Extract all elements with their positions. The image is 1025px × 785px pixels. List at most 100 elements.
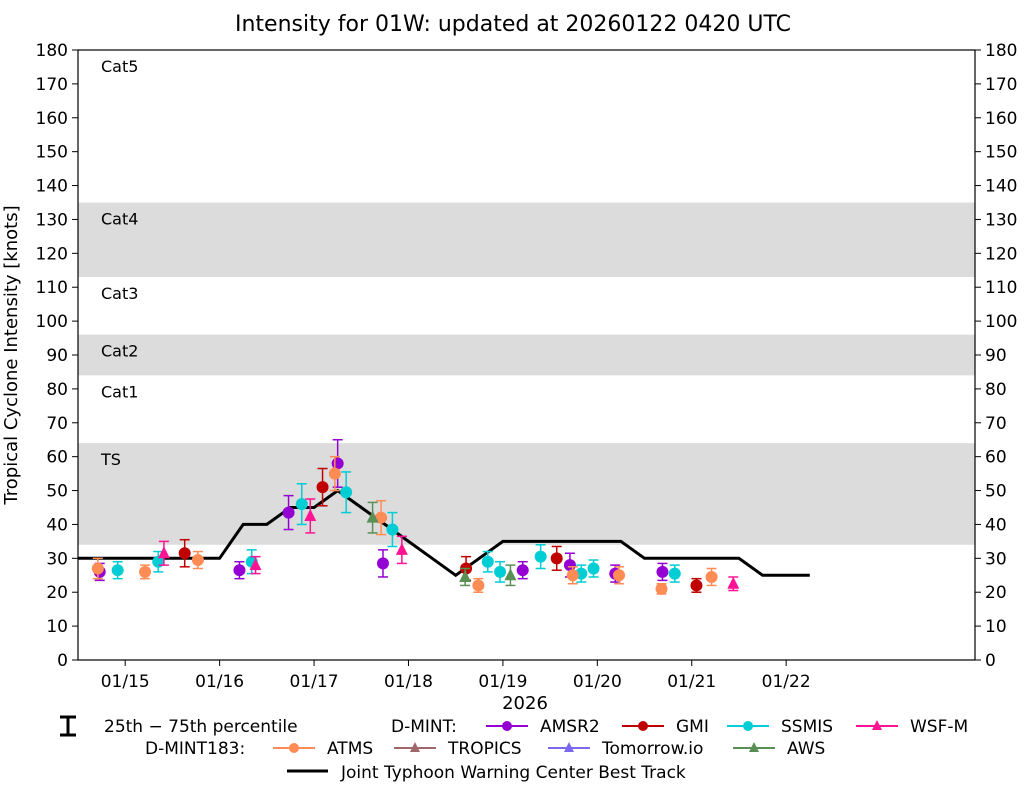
y-tick-label-right-100: 100 [985, 312, 1017, 332]
y-tick-label-left-120: 120 [36, 244, 68, 264]
point-amsr2-5 [516, 564, 529, 577]
y-tick-label-left-160: 160 [36, 109, 68, 129]
point-atms-6 [566, 569, 579, 582]
point-amsr2-3 [331, 457, 344, 470]
axes-layer: 0 0 10 10 20 20 30 30 40 40 50 50 60 60 70 70 80 80 90 90 10… [36, 41, 1018, 692]
legend-dmint-label: D-MINT: [391, 717, 457, 737]
legend-marker-aws [749, 742, 759, 752]
point-gmi-3 [550, 552, 563, 565]
point-amsr2-1 [233, 564, 246, 577]
point-atms-3 [328, 467, 341, 480]
band-label-cat3: Cat3 [101, 284, 138, 303]
legend: 25th − 75th percentile D-MINT: D-MINT183: A… [60, 715, 968, 783]
legend-percentile-label: 25th − 75th percentile [104, 717, 298, 737]
point-amsr2-6 [563, 559, 576, 572]
point-gmi-0 [178, 547, 191, 560]
y-tick-label-right-20: 20 [985, 583, 1007, 603]
point-gmi-1 [316, 481, 329, 494]
point-ssmis-0 [111, 564, 124, 577]
legend-label-tomorrow-io: Tomorrow.io [601, 739, 703, 759]
legend-label-atms: ATMS [327, 739, 373, 759]
y-tick-label-right-130: 130 [985, 210, 1017, 230]
legend-marker-atms [289, 743, 299, 753]
point-aws-1 [459, 569, 472, 582]
point-atms-2 [191, 554, 204, 567]
x-tick-label-01-17: 01/17 [290, 672, 339, 692]
x-tick-label-01-22: 01/22 [762, 672, 811, 692]
x-axis-label: 2026 [502, 693, 548, 714]
point-ssmis-7 [494, 565, 507, 578]
point-ssmis-10 [587, 562, 600, 575]
best-track-line [78, 488, 810, 578]
y-tick-label-right-110: 110 [985, 278, 1017, 298]
point-amsr2-4 [376, 557, 389, 570]
y-tick-label-right-60: 60 [985, 448, 1007, 468]
y-tick-label-left-100: 100 [36, 312, 68, 332]
y-tick-label-right-50: 50 [985, 482, 1007, 502]
legend-marker-tropics [410, 742, 420, 752]
band-label-ts: TS [100, 450, 121, 469]
legend-marker-gmi [638, 721, 648, 731]
point-aws-2 [504, 568, 517, 581]
intensity-category-bands: TS Cat1 Cat2 Cat3 Cat4 Cat5 [78, 57, 975, 545]
y-tick-label-left-20: 20 [46, 583, 68, 603]
y-axis-label: Tropical Cyclone Intensity [knots] [1, 205, 22, 505]
point-wsf-m-1 [249, 558, 262, 571]
y-tick-label-right-160: 160 [985, 109, 1017, 129]
point-ssmis-8 [534, 550, 547, 563]
point-ssmis-4 [340, 486, 353, 499]
best-track-layer [78, 488, 810, 578]
point-atms-9 [705, 570, 718, 583]
point-atms-5 [472, 579, 485, 592]
x-tick-label-01-21: 01/21 [667, 672, 716, 692]
legend-label-best-track: Joint Typhoon Warning Center Best Track [340, 763, 686, 783]
band-label-cat2: Cat2 [101, 342, 138, 361]
point-wsf-m-3 [395, 542, 408, 555]
y-tick-label-left-110: 110 [36, 278, 68, 298]
point-atms-7 [613, 569, 626, 582]
y-tick-label-left-150: 150 [36, 143, 68, 163]
band-ts [78, 443, 975, 545]
y-tick-label-right-30: 30 [985, 549, 1007, 569]
y-tick-label-left-10: 10 [46, 617, 68, 637]
y-tick-label-left-40: 40 [46, 515, 68, 535]
legend-dmint183-label: D-MINT183: [145, 739, 245, 759]
legend-label-tropics: TROPICS [447, 739, 522, 759]
y-tick-label-left-70: 70 [46, 414, 68, 434]
y-tick-label-right-80: 80 [985, 380, 1007, 400]
point-atms-8 [655, 582, 668, 595]
y-tick-label-left-30: 30 [46, 549, 68, 569]
legend-label-aws: AWS [787, 739, 825, 759]
y-tick-label-right-70: 70 [985, 414, 1007, 434]
y-tick-label-left-50: 50 [46, 482, 68, 502]
point-aws-0 [366, 510, 379, 523]
point-atms-4 [375, 511, 388, 524]
y-tick-label-right-40: 40 [985, 515, 1007, 535]
point-atms-1 [139, 565, 152, 578]
y-tick-label-left-80: 80 [46, 380, 68, 400]
y-tick-label-left-180: 180 [36, 41, 68, 61]
legend-label-amsr2: AMSR2 [540, 717, 600, 737]
legend-marker-ssmis [743, 721, 753, 731]
point-atms-0 [91, 562, 104, 575]
y-tick-label-left-90: 90 [46, 346, 68, 366]
point-amsr2-2 [282, 506, 295, 519]
x-tick-label-01-18: 01/18 [384, 672, 433, 692]
legend-marker-tomorrow-io [564, 742, 574, 752]
x-tick-label-01-16: 01/16 [195, 672, 244, 692]
point-ssmis-3 [295, 498, 308, 511]
band-label-cat1: Cat1 [101, 382, 138, 401]
y-tick-label-left-60: 60 [46, 448, 68, 468]
y-tick-label-right-10: 10 [985, 617, 1007, 637]
y-tick-label-right-0: 0 [985, 651, 996, 671]
y-tick-label-right-140: 140 [985, 177, 1017, 197]
legend-label-ssmis: SSMIS [781, 717, 833, 737]
point-gmi-4 [690, 579, 703, 592]
band-label-cat4: Cat4 [101, 210, 138, 229]
y-tick-label-right-120: 120 [985, 244, 1017, 264]
band-label-cat5: Cat5 [101, 57, 138, 76]
chart-title: Intensity for 01W: updated at 20260122 0… [235, 12, 791, 37]
point-wsf-m-0 [157, 546, 170, 559]
point-ssmis-11 [668, 567, 681, 580]
